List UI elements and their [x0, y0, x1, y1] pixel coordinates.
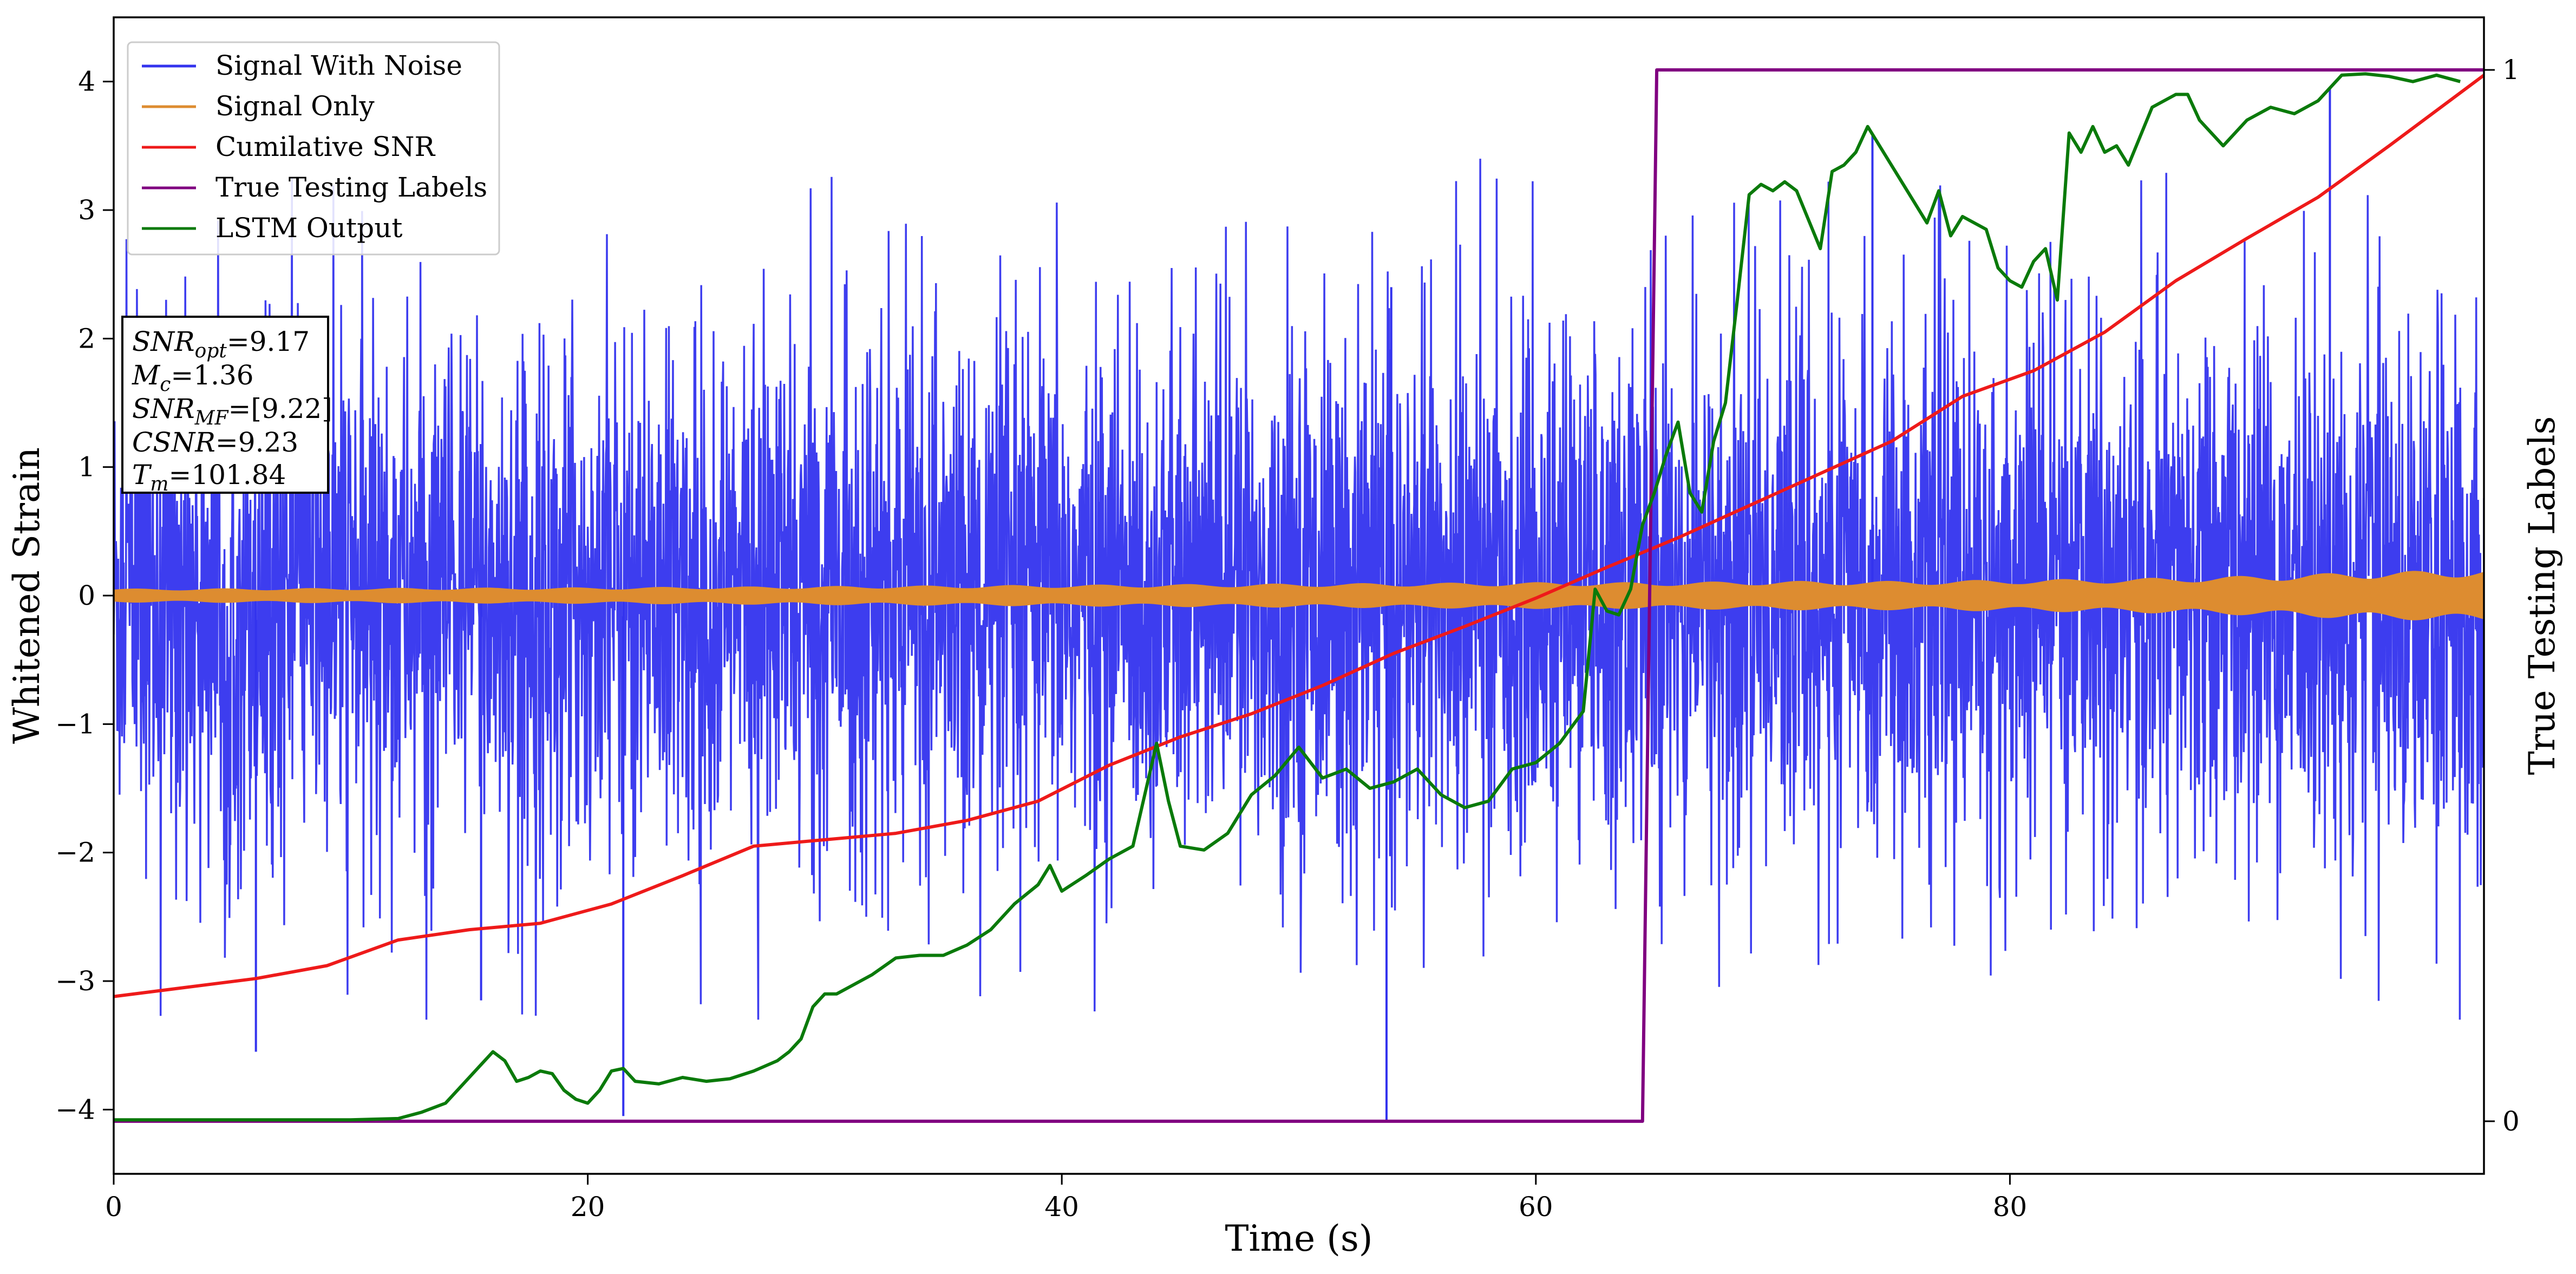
legend: Signal With Noise Signal Only Cumilative…: [127, 41, 500, 256]
y-tick-label: −4: [55, 1094, 95, 1125]
legend-item-labels: True Testing Labels: [142, 172, 487, 203]
y-axis-right: 01: [2484, 54, 2520, 1137]
series-layer: [114, 68, 2484, 1123]
x-axis-title: Time (s): [1225, 1218, 1372, 1259]
legend-item-noise: Signal With Noise: [142, 50, 462, 81]
y-tick-label: −2: [55, 837, 95, 868]
legend-item-csnr: Cumilative SNR: [142, 131, 435, 162]
x-tick-label: 80: [1993, 1191, 2028, 1223]
y-tick-label: 0: [78, 580, 95, 611]
y-tick-label: −3: [55, 965, 95, 997]
y-tick-label: −1: [55, 708, 95, 740]
info-snr-mf: SNRMF=[9.22]: [132, 393, 332, 429]
y-axis-left: −4 −3 −2 −1 0 1 2 3 4: [55, 66, 114, 1125]
y-tick-label: 3: [78, 194, 95, 226]
legend-item-signal: Signal Only: [142, 90, 375, 122]
y-right-tick-label: 1: [2502, 54, 2520, 86]
x-axis: 0 20 40 60 80: [105, 1174, 2027, 1223]
info-box: SNRopt=9.17 Mc=1.36 SNRMF=[9.22] CSNR=9.…: [121, 316, 332, 495]
info-csnr: CSNR=9.23: [132, 427, 298, 458]
y-axis-title: Whitened Strain: [6, 447, 48, 744]
y-axis-right-title: True Testing Labels: [2521, 416, 2563, 775]
info-mc: Mc=1.36: [132, 360, 254, 396]
legend-label-signal: Signal Only: [215, 90, 375, 122]
info-box-frame: [121, 316, 329, 494]
series-noise: [114, 159, 2484, 1020]
legend-label-noise: Signal With Noise: [215, 50, 462, 81]
y-tick-label: 1: [78, 452, 95, 483]
x-tick-label: 40: [1044, 1191, 1079, 1223]
series-true-labels: [114, 68, 2484, 1123]
series-signal: [114, 571, 2484, 620]
legend-label-csnr: Cumilative SNR: [215, 131, 435, 162]
info-snr-opt: SNRopt=9.17: [132, 326, 310, 362]
series-csnr: [114, 74, 2484, 998]
x-tick-label: 60: [1519, 1191, 1553, 1223]
legend-label-lstm: LSTM Output: [215, 212, 402, 244]
y-tick-label: 2: [78, 323, 95, 354]
y-tick-label: 4: [78, 66, 95, 97]
x-tick-label: 0: [105, 1191, 122, 1223]
series-lstm: [114, 72, 2461, 1122]
y-right-tick-label: 0: [2502, 1106, 2520, 1137]
legend-box: [127, 41, 500, 256]
legend-item-lstm: LSTM Output: [142, 212, 402, 244]
x-tick-label: 20: [571, 1191, 605, 1223]
info-tm: Tm=101.84: [132, 459, 286, 495]
legend-label-labels: True Testing Labels: [215, 172, 487, 203]
